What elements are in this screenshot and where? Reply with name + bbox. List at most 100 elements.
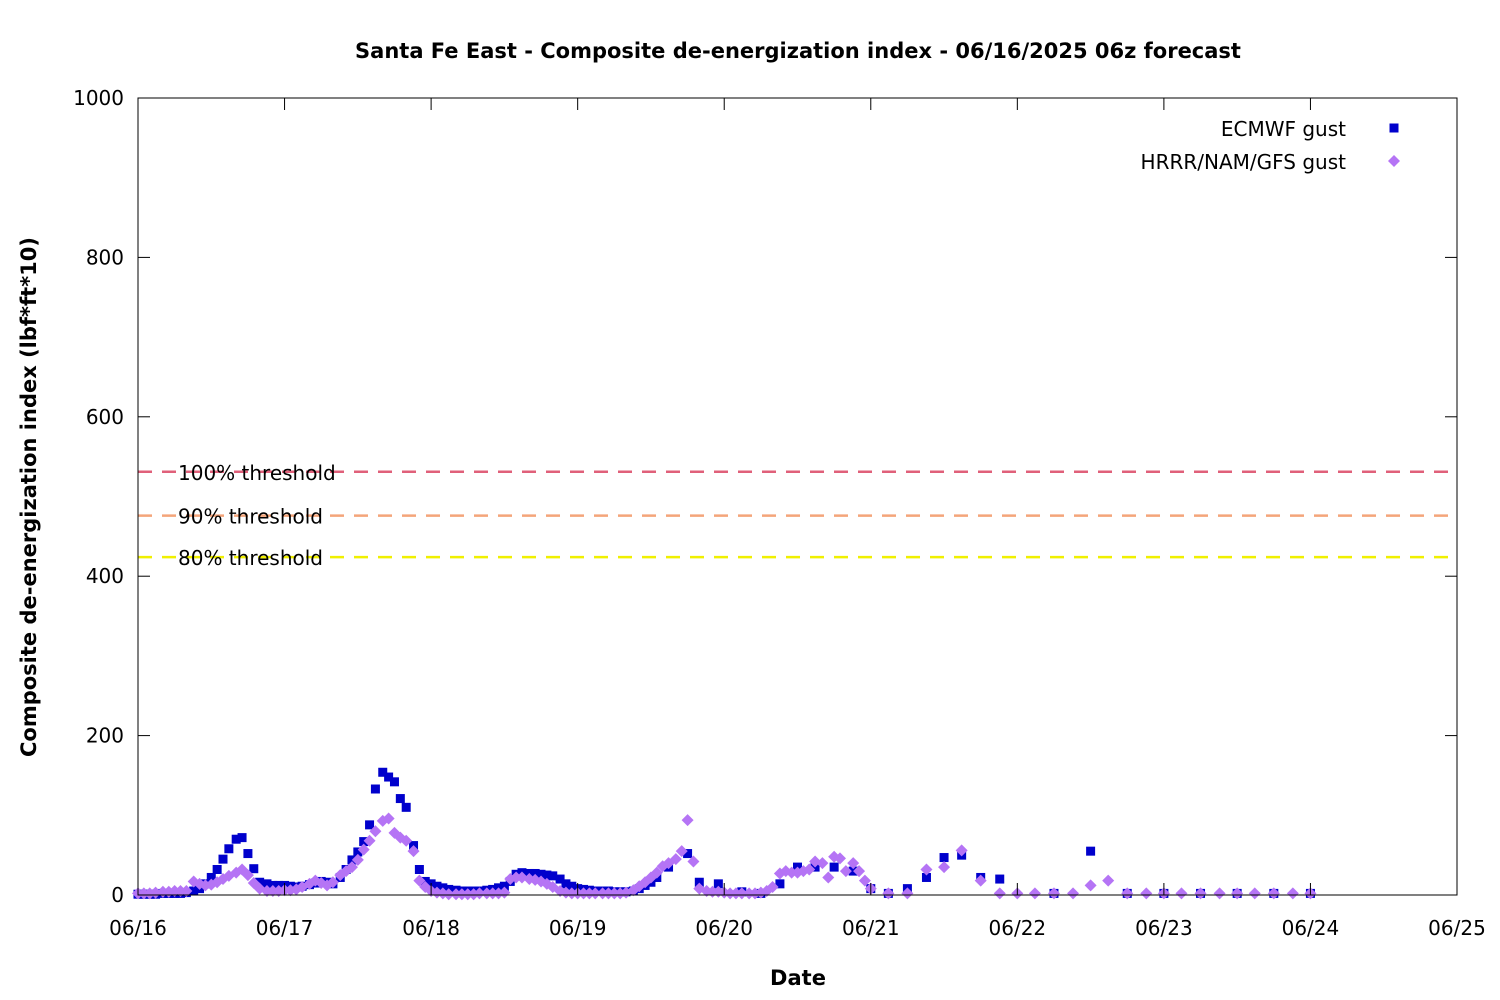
ecmwf-point <box>694 877 704 887</box>
threshold-label: 80% threshold <box>178 546 323 570</box>
ecmwf-point <box>206 872 216 882</box>
ecmwf-point <box>212 864 222 874</box>
hrrr-point <box>974 874 987 887</box>
hrrr-point <box>675 845 688 858</box>
hrrr-point <box>413 874 426 887</box>
x-tick-label: 06/16 <box>109 916 167 940</box>
hrrr-point <box>853 865 866 878</box>
threshold-label: 100% threshold <box>178 461 336 485</box>
hrrr-point <box>241 869 254 882</box>
hrrr-point <box>1231 887 1244 900</box>
ecmwf-point <box>237 833 247 843</box>
hrrr-point <box>1067 887 1080 900</box>
ecmwf-point <box>555 874 565 884</box>
hrrr-point <box>1213 887 1226 900</box>
hrrr-point <box>858 874 871 887</box>
ecmwf-point <box>243 849 253 859</box>
ecmwf-point <box>1086 846 1096 856</box>
ecmwf-point <box>389 777 399 787</box>
data-series <box>132 767 1317 901</box>
hrrr-point <box>1028 887 1041 900</box>
hrrr-point <box>816 857 829 870</box>
hrrr-point <box>920 863 933 876</box>
hrrr-point <box>1121 887 1134 900</box>
hrrr-point <box>1047 887 1060 900</box>
ecmwf-point <box>353 847 363 857</box>
chart-legend: ECMWF gust HRRR/NAM/GFS gust <box>1141 117 1400 174</box>
x-axis-label: Date <box>770 966 826 990</box>
hrrr-point <box>993 887 1006 900</box>
hrrr-point <box>1194 887 1207 900</box>
hrrr-point <box>442 888 455 901</box>
ecmwf-point <box>995 874 1005 884</box>
ecmwf-point <box>395 794 405 804</box>
y-tick-label: 600 <box>86 405 124 429</box>
ecmwf-point <box>683 849 693 859</box>
x-tick-label: 06/21 <box>842 916 900 940</box>
ecmwf-point <box>548 871 558 881</box>
ecmwf-point <box>255 877 265 887</box>
ecmwf-point <box>224 844 234 854</box>
plot-frame <box>137 97 1458 896</box>
hrrr-point <box>1140 887 1153 900</box>
y-tick-label: 200 <box>86 724 124 748</box>
ecmwf-point <box>378 767 388 777</box>
ecmwf-point <box>359 837 369 847</box>
ecmwf-point <box>536 869 546 879</box>
ecmwf-point <box>365 820 375 830</box>
x-tick-label: 06/19 <box>549 916 607 940</box>
plot-axes: 0 200 400 600 800 1000 06/16 06/17 06/18 06/19 06/… <box>73 86 1486 940</box>
x-tick-label: 06/24 <box>1282 916 1340 940</box>
ecmwf-point <box>370 784 380 794</box>
legend-marker <box>1388 155 1400 167</box>
hrrr-point <box>498 886 511 899</box>
ecmwf-point <box>567 881 577 891</box>
x-tick-label: 06/17 <box>256 916 314 940</box>
x-tick-label: 06/23 <box>1135 916 1193 940</box>
ecmwf-point <box>414 864 424 874</box>
hrrr-point <box>473 887 486 900</box>
hrrr-point <box>1084 879 1097 892</box>
threshold-label: 90% threshold <box>178 505 323 529</box>
hrrr-point <box>735 887 748 900</box>
hrrr-point <box>901 887 914 900</box>
hrrr-point <box>834 852 847 865</box>
hrrr-point <box>938 861 951 874</box>
x-tick-label: 06/18 <box>402 916 460 940</box>
hrrr-point <box>351 853 364 866</box>
ecmwf-point <box>829 862 839 872</box>
hrrr-point <box>822 871 835 884</box>
hrrr-point <box>687 855 700 868</box>
legend-label: HRRR/NAM/GFS gust <box>1141 150 1347 174</box>
hrrr-point <box>1286 887 1299 900</box>
hrrr-point <box>882 887 895 900</box>
ecmwf-point <box>262 879 272 889</box>
y-tick-label: 1000 <box>73 86 124 110</box>
series-group <box>133 767 1315 899</box>
x-tick-label: 06/20 <box>695 916 753 940</box>
legend-marker <box>1389 123 1399 133</box>
ecmwf-point <box>384 772 394 782</box>
ecmwf-point <box>189 886 199 896</box>
y-tick-label: 0 <box>111 883 124 907</box>
y-tick-label: 400 <box>86 564 124 588</box>
y-axis-label: Composite de-energization index (lbf*ft*… <box>17 237 41 757</box>
hrrr-point <box>247 877 260 890</box>
legend-label: ECMWF gust <box>1221 117 1346 141</box>
ecmwf-point <box>775 879 785 889</box>
hrrr-point <box>650 866 663 879</box>
ecmwf-point <box>561 879 571 889</box>
hrrr-point <box>1175 887 1188 900</box>
ecmwf-point <box>401 802 411 812</box>
ecmwf-point <box>218 854 228 864</box>
hrrr-point <box>1102 874 1115 887</box>
hrrr-point <box>326 876 339 889</box>
series-group <box>132 812 1317 901</box>
hrrr-point <box>357 843 370 856</box>
hrrr-point <box>839 865 852 878</box>
ecmwf-point <box>542 870 552 880</box>
threshold-lines: 100% threshold 90% threshold 80% threshold <box>138 461 1457 570</box>
ecmwf-point <box>499 881 509 891</box>
ecmwf-point <box>713 879 723 889</box>
